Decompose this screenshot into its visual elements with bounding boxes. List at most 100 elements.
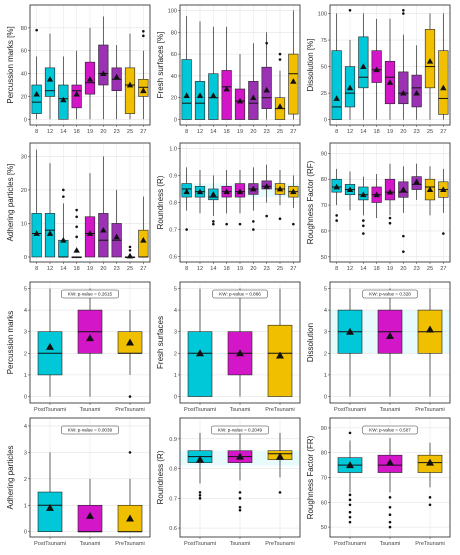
xtick-label: 18 bbox=[74, 266, 80, 272]
ylabel: Dissolution [%] bbox=[306, 39, 315, 92]
mean-marker bbox=[400, 186, 407, 192]
xtick-label: 23 bbox=[114, 129, 120, 135]
box-20 bbox=[98, 16, 109, 120]
mean-marker bbox=[60, 237, 67, 243]
box-iqr bbox=[37, 491, 63, 533]
xtick-label: 8 bbox=[35, 266, 38, 272]
xtick-label: 27 bbox=[140, 266, 146, 272]
outlier-point bbox=[348, 520, 352, 524]
mean-marker bbox=[46, 76, 54, 82]
mean-marker bbox=[236, 188, 244, 195]
mean-marker bbox=[346, 461, 354, 469]
xtick-label: 20 bbox=[250, 129, 256, 135]
outlier-point bbox=[128, 248, 132, 252]
outlier-point bbox=[128, 245, 132, 249]
xtick-label: 23 bbox=[264, 266, 270, 272]
outlier-point bbox=[62, 188, 65, 192]
xtick-label: PreTsunami bbox=[265, 407, 295, 413]
xtick-label: 27 bbox=[140, 129, 146, 135]
box-23 bbox=[261, 164, 272, 218]
xtick-label: 18 bbox=[224, 129, 230, 135]
mean-marker bbox=[100, 226, 107, 233]
xtick-label: 14 bbox=[360, 129, 366, 135]
xtick-label: Tsunami bbox=[80, 541, 101, 547]
box-PreTsunami bbox=[117, 310, 143, 398]
mean-marker bbox=[210, 191, 217, 197]
box-27 bbox=[288, 10, 299, 120]
mean-marker bbox=[276, 452, 284, 460]
mean-marker bbox=[100, 70, 107, 76]
ytick-label: 3 bbox=[24, 330, 27, 336]
mean-marker bbox=[196, 349, 204, 357]
box-14 bbox=[358, 176, 369, 235]
box-20 bbox=[248, 167, 259, 231]
mean-marker bbox=[140, 237, 147, 243]
xtick-label: PostTsunami bbox=[34, 541, 66, 547]
mean-marker bbox=[386, 79, 394, 85]
outlier-point bbox=[402, 250, 405, 253]
xtick-label: PreTsunami bbox=[415, 541, 445, 547]
ytick-label: 0.7 bbox=[169, 496, 177, 502]
outlier-point bbox=[402, 12, 405, 15]
kw-annotation: KW: p-value = 0.2615 bbox=[68, 292, 113, 297]
box-18 bbox=[221, 26, 232, 120]
xtick-label: 27 bbox=[290, 129, 296, 135]
box-PreTsunami bbox=[117, 451, 143, 533]
outlier-point bbox=[238, 508, 242, 512]
xtick-label: 8 bbox=[185, 266, 188, 272]
box-19 bbox=[234, 54, 246, 120]
mean-marker bbox=[223, 188, 230, 195]
box-18 bbox=[71, 208, 82, 259]
xtick-label: Tsunami bbox=[230, 541, 251, 547]
xtick-label: 19 bbox=[87, 266, 93, 272]
outlier-point bbox=[388, 216, 392, 220]
mean-marker bbox=[140, 87, 147, 94]
outlier-point bbox=[252, 228, 255, 231]
ytick-label: 2 bbox=[24, 477, 27, 483]
ytick-label: 4 bbox=[24, 424, 27, 430]
mean-marker bbox=[426, 458, 434, 466]
mean-marker bbox=[250, 94, 257, 101]
ytick-label: 60 bbox=[321, 500, 327, 506]
xtick-label: 12 bbox=[47, 266, 53, 272]
mean-marker bbox=[346, 84, 354, 91]
xtick-label: PostTsunami bbox=[184, 541, 216, 547]
ytick-label: 70 bbox=[321, 203, 327, 209]
ytick-label: 60 bbox=[321, 229, 327, 235]
xtick-label: 27 bbox=[440, 129, 446, 135]
kw-annotation-box bbox=[61, 425, 119, 435]
xtick-label: 19 bbox=[237, 266, 243, 272]
mean-marker bbox=[126, 338, 134, 346]
ytick-label: 2 bbox=[24, 351, 27, 357]
xtick-label: 27 bbox=[440, 266, 446, 272]
box-iqr bbox=[331, 50, 342, 120]
box-iqr bbox=[138, 229, 149, 258]
outlier-point bbox=[75, 215, 78, 219]
outlier-point bbox=[265, 41, 268, 45]
kw-annotation: KW: p-value = 0.2049 bbox=[218, 428, 263, 433]
mean-marker bbox=[236, 452, 244, 460]
mean-marker bbox=[373, 66, 380, 73]
mean-marker bbox=[236, 349, 244, 357]
ytick-label: 0 bbox=[24, 530, 27, 536]
ytick-label: 40 bbox=[171, 74, 177, 80]
ytick-label: 50 bbox=[321, 525, 327, 531]
xtick-label: PreTsunami bbox=[265, 541, 295, 547]
mean-marker bbox=[196, 455, 204, 463]
outlier-point bbox=[348, 515, 352, 519]
ytick-label: 0.9 bbox=[169, 437, 177, 443]
ytick-label: 0 bbox=[24, 255, 27, 261]
mean-marker bbox=[373, 191, 380, 198]
ytick-label: 0 bbox=[24, 395, 27, 401]
box-PreTsunami bbox=[267, 432, 293, 494]
box-23 bbox=[261, 32, 272, 120]
mean-marker bbox=[73, 247, 80, 253]
xtick-label: 25 bbox=[427, 129, 433, 135]
outlier-point bbox=[278, 58, 282, 61]
mean-marker bbox=[126, 252, 134, 259]
box-PreTsunami bbox=[267, 288, 293, 397]
xtick-label: PostTsunami bbox=[184, 407, 216, 413]
outlier-point bbox=[252, 220, 255, 223]
mean-marker bbox=[196, 188, 204, 195]
xtick-label: 25 bbox=[127, 266, 133, 272]
